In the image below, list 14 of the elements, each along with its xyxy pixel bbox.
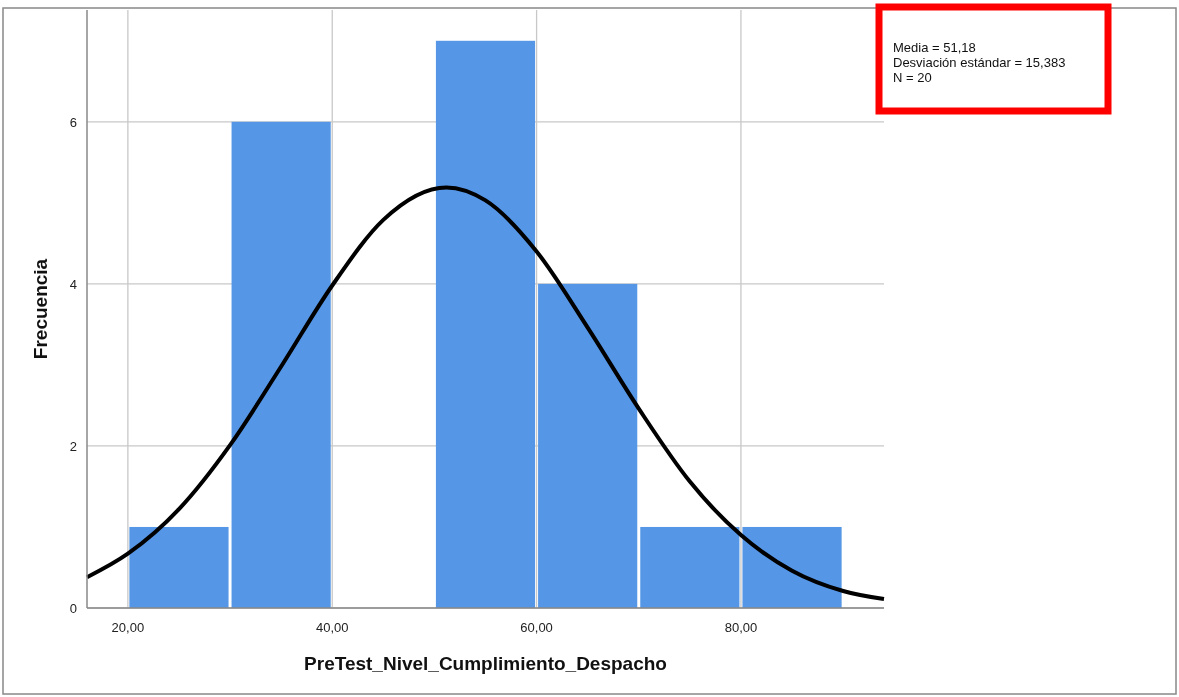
y-axis-title: Frecuencia [30, 258, 51, 360]
text: N = 20 [893, 70, 932, 85]
text: Desviación estándar = 15,383 [893, 55, 1066, 70]
x-tick-label: 60,00 [520, 620, 553, 635]
y-tick-label: 2 [69, 438, 77, 454]
y-tick-label: 6 [69, 114, 77, 130]
x-axis-title: PreTest_Nivel_Cumplimiento_Despacho [304, 653, 667, 674]
x-tick-label: 80,00 [724, 620, 758, 635]
line-series [85, 185, 886, 602]
text: Media = 51,18 [893, 40, 976, 55]
y-tick-label: 0 [69, 601, 77, 616]
x-tick-label: 40,00 [315, 620, 349, 635]
x-tick-label: 20,00 [111, 620, 145, 635]
y-tick-label: 4 [69, 276, 77, 292]
